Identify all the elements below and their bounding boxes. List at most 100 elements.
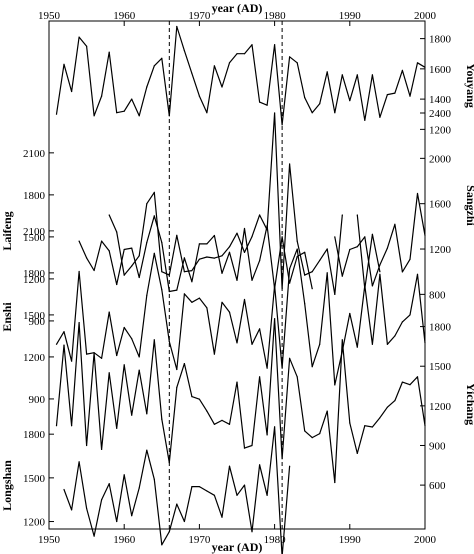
data-point bbox=[371, 285, 373, 287]
data-point bbox=[191, 270, 193, 272]
data-point bbox=[386, 406, 388, 408]
data-point bbox=[236, 342, 238, 344]
data-point bbox=[371, 74, 373, 76]
series-youyang: 1200 1400 1600 1800 Youyang bbox=[55, 25, 474, 136]
data-point bbox=[183, 363, 185, 365]
data-point bbox=[131, 414, 133, 416]
data-point bbox=[63, 63, 65, 65]
data-point bbox=[86, 444, 88, 447]
data-point bbox=[161, 289, 163, 291]
data-point bbox=[259, 260, 261, 262]
y-tick-label: 1800 bbox=[23, 268, 46, 280]
data-point bbox=[289, 465, 291, 467]
x-tick-label-top: 1960 bbox=[113, 10, 136, 22]
data-point bbox=[326, 248, 328, 250]
data-point bbox=[153, 215, 155, 217]
data-point bbox=[71, 90, 73, 93]
data-point bbox=[191, 396, 193, 398]
data-point bbox=[191, 486, 193, 488]
reference-lines bbox=[168, 21, 283, 529]
series-laifeng: 900 1200 1500 1800 2100 Laifeng bbox=[0, 148, 426, 328]
y-tick-label: 1400 bbox=[429, 94, 452, 106]
data-point bbox=[206, 307, 208, 309]
series-line bbox=[108, 112, 343, 295]
data-point bbox=[198, 243, 200, 245]
data-point bbox=[304, 303, 306, 305]
data-point bbox=[296, 62, 298, 64]
data-point bbox=[289, 268, 291, 270]
data-point bbox=[146, 413, 148, 415]
data-point bbox=[259, 376, 261, 378]
series-longshan: 900120015001800Longshan bbox=[0, 426, 291, 554]
data-point bbox=[168, 115, 170, 117]
data-point bbox=[176, 386, 178, 388]
data-point bbox=[228, 423, 231, 425]
data-point bbox=[176, 503, 178, 505]
data-point bbox=[251, 343, 253, 345]
y-tick-label: 1200 bbox=[23, 352, 46, 364]
data-point bbox=[371, 233, 373, 235]
data-point bbox=[386, 247, 388, 249]
x-tick-label-bottom: 1970 bbox=[188, 534, 211, 546]
data-point bbox=[138, 356, 140, 358]
data-point bbox=[386, 94, 388, 96]
series-line bbox=[78, 215, 313, 293]
data-point bbox=[243, 298, 246, 301]
data-point bbox=[138, 369, 140, 371]
y-tick-label: 1200 bbox=[23, 517, 46, 529]
data-point bbox=[206, 410, 208, 412]
data-point bbox=[274, 112, 276, 114]
data-point bbox=[401, 271, 403, 273]
data-point bbox=[198, 398, 200, 400]
data-point bbox=[138, 115, 140, 117]
series-line bbox=[356, 214, 381, 290]
data-point bbox=[281, 367, 283, 369]
data-point bbox=[183, 520, 185, 523]
data-point bbox=[101, 240, 103, 242]
data-point bbox=[349, 422, 351, 424]
data-point bbox=[168, 462, 170, 464]
data-point bbox=[93, 535, 95, 537]
data-point bbox=[191, 72, 193, 74]
y-tick-label: 2000 bbox=[429, 153, 452, 165]
data-point bbox=[326, 410, 328, 412]
series-line bbox=[55, 318, 426, 484]
data-point bbox=[116, 283, 118, 286]
data-point bbox=[401, 69, 403, 71]
data-point bbox=[176, 289, 178, 291]
data-point bbox=[228, 246, 231, 248]
data-point bbox=[71, 425, 73, 427]
data-point bbox=[296, 255, 298, 258]
data-point bbox=[243, 251, 246, 253]
data-point bbox=[409, 314, 411, 316]
series-line bbox=[55, 25, 426, 126]
data-point bbox=[386, 343, 388, 345]
data-point bbox=[191, 301, 193, 303]
data-point bbox=[311, 437, 313, 439]
data-point bbox=[63, 344, 65, 346]
data-point bbox=[394, 335, 396, 337]
data-point bbox=[371, 426, 373, 428]
data-point bbox=[243, 53, 246, 55]
series-label: Yichang bbox=[464, 383, 474, 425]
data-point bbox=[86, 45, 88, 47]
series-label: Sangzhi bbox=[464, 185, 474, 226]
data-point bbox=[296, 248, 298, 250]
data-point bbox=[311, 112, 313, 114]
data-point bbox=[259, 214, 261, 216]
data-point bbox=[311, 288, 313, 290]
data-point bbox=[131, 338, 133, 340]
data-point bbox=[183, 257, 185, 259]
data-point bbox=[281, 236, 283, 238]
data-point bbox=[78, 36, 80, 38]
data-point bbox=[364, 119, 366, 121]
data-point bbox=[108, 372, 110, 374]
series-label: Youyang bbox=[464, 63, 474, 108]
series-group: 1200 1400 1600 1800 Youyang 900 1200 1500 1800 21… bbox=[0, 25, 474, 554]
data-point bbox=[296, 240, 298, 242]
y-tick-label: 1800 bbox=[23, 190, 46, 202]
y-tick-label: 1200 bbox=[429, 244, 452, 256]
y-tick-label: 1600 bbox=[429, 199, 452, 211]
data-point bbox=[131, 265, 133, 267]
